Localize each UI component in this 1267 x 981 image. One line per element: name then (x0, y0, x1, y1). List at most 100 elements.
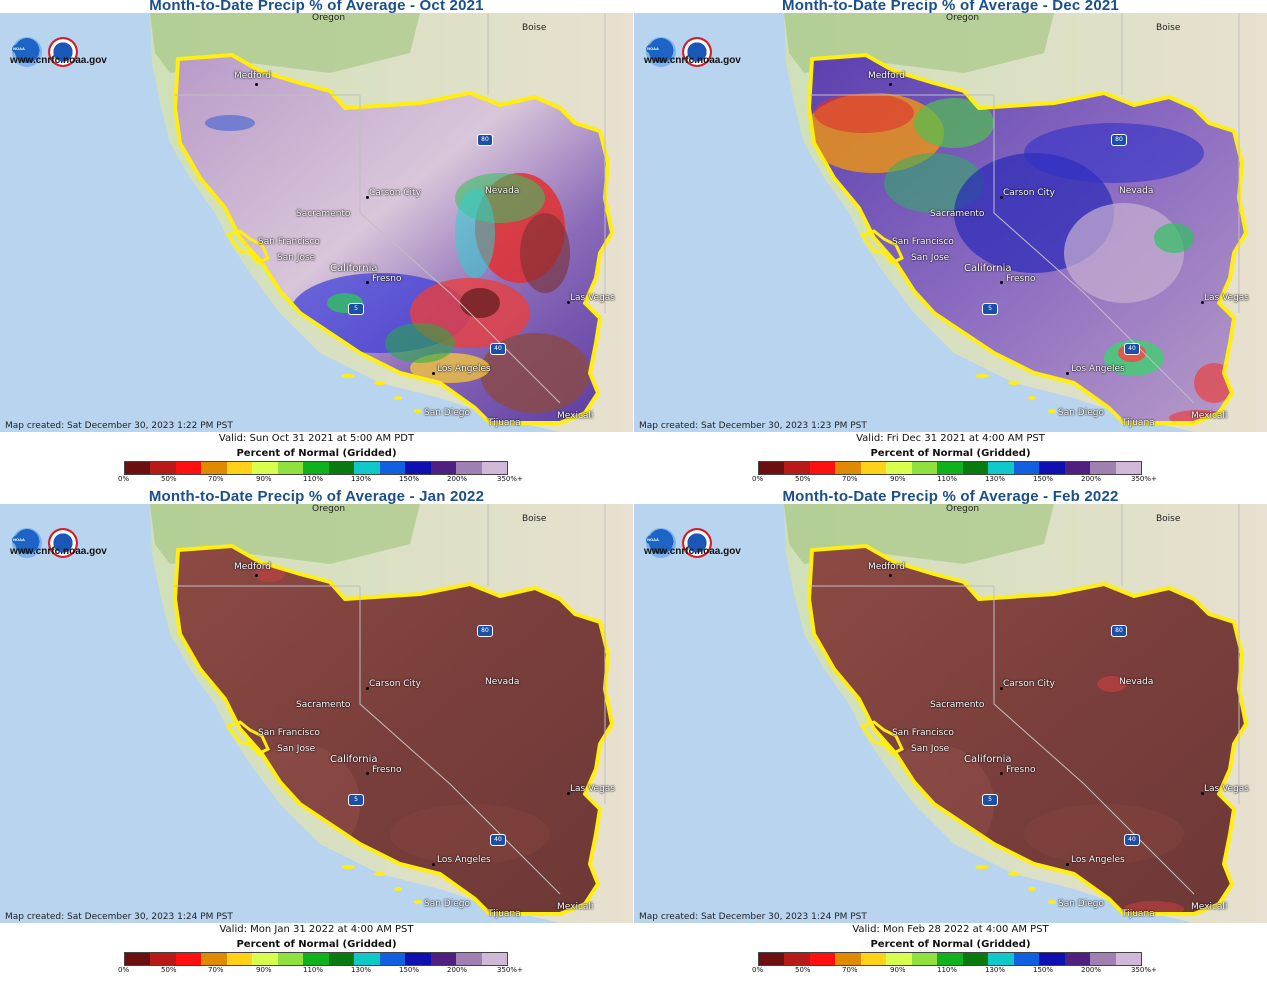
city-label-los-angeles: Los Angeles (1071, 364, 1125, 374)
legend-color-bar (124, 461, 508, 475)
interstate-80-shield: 80 (477, 134, 493, 146)
nws-logo (682, 528, 712, 558)
legend-tick-label: 130% (985, 966, 1006, 974)
legend-swatch (125, 462, 151, 474)
legend-swatch (303, 462, 329, 474)
website-url[interactable]: www.cnrfc.noaa.gov (644, 55, 741, 66)
legend-swatch (988, 953, 1014, 965)
legend-tick-label: 110% (937, 966, 958, 974)
panel-title: Month-to-Date Precip % of Average - Feb … (782, 488, 1119, 505)
legend-tick-label: 50% (795, 966, 811, 974)
interstate-80-shield: 80 (1111, 625, 1127, 637)
channel-island (341, 374, 355, 378)
city-label-san-diego: San Diego (424, 899, 470, 909)
legend-swatch (962, 462, 989, 474)
valid-time: Valid: Mon Jan 31 2022 at 4:00 AM PST (219, 924, 414, 935)
legend-swatch (405, 462, 431, 474)
city-label-los-angeles: Los Angeles (1071, 855, 1125, 865)
city-label-mexicali: Mexicali (1191, 902, 1228, 912)
map-created-text: Map created: Sat December 30, 2023 1:24 … (5, 912, 233, 922)
state-label-california: California (330, 263, 378, 274)
state-label-oregon: Oregon (946, 13, 980, 23)
legend-tick-label: 70% (208, 475, 224, 483)
legend-tick-label: 110% (303, 966, 324, 974)
legend-swatch (379, 953, 406, 965)
interstate-40-shield: 40 (490, 343, 506, 355)
channel-island (414, 900, 422, 904)
bay-area (859, 229, 904, 265)
nws-logo (48, 37, 78, 67)
city-label-carson-city: Carson City (369, 188, 421, 198)
interstate-5-shield: 5 (348, 794, 364, 806)
city-label-medford: Medford (234, 562, 271, 572)
website-url[interactable]: www.cnrfc.noaa.gov (644, 546, 741, 557)
valid-time: Valid: Sun Oct 31 2021 at 5:00 AM PDT (218, 433, 415, 444)
legend-swatch (430, 462, 457, 474)
city-dot-los-angeles (1066, 372, 1069, 375)
city-label-sacramento: Sacramento (296, 700, 351, 710)
state-label-california: California (964, 754, 1012, 765)
map-created-text: Map created: Sat December 30, 2023 1:22 … (5, 421, 233, 431)
legend-tick-label: 350%+ (1131, 475, 1157, 483)
city-label-tijuana: Tijuana (488, 418, 521, 428)
interstate-40-shield: 40 (1124, 343, 1140, 355)
channel-island (341, 865, 355, 869)
channel-island (394, 396, 402, 400)
legend-color-bar (758, 952, 1142, 966)
website-url[interactable]: www.cnrfc.noaa.gov (10, 546, 107, 557)
legend-swatch (962, 953, 989, 965)
city-dot-las-vegas (567, 792, 570, 795)
map-canvas (634, 504, 1267, 923)
legend-swatch (1090, 462, 1116, 474)
city-label-san-diego: San Diego (1058, 899, 1104, 909)
legend-tick-label: 200% (1081, 966, 1102, 974)
legend-color-bar (124, 952, 508, 966)
bay-area (225, 720, 270, 756)
precip-map: NOAA www.cnrfc.noaa.gov Oregon Boise Med… (0, 13, 633, 432)
legend-swatch (860, 462, 887, 474)
precip-map: NOAA www.cnrfc.noaa.gov Oregon Boise Med… (634, 13, 1267, 432)
legend-title: Percent of Normal (Gridded) (870, 939, 1031, 950)
legend-swatch (911, 953, 938, 965)
legend-swatch (354, 462, 380, 474)
city-label-san-diego: San Diego (1058, 408, 1104, 418)
legend-swatch (1064, 953, 1091, 965)
legend-tick-label: 50% (161, 966, 177, 974)
state-label-nevada: Nevada (1119, 186, 1154, 196)
city-label-medford: Medford (234, 71, 271, 81)
legend-swatch (201, 462, 227, 474)
city-dot-carson-city (366, 196, 369, 199)
valid-time: Valid: Mon Feb 28 2022 at 4:00 AM PST (852, 924, 1049, 935)
legend-swatch (1039, 462, 1065, 474)
legend-tick-label: 50% (161, 475, 177, 483)
channel-island (975, 865, 989, 869)
city-dot-medford (255, 574, 258, 577)
map-created-text: Map created: Sat December 30, 2023 1:24 … (639, 912, 867, 922)
legend-swatch (911, 462, 938, 474)
legend-swatch (1064, 462, 1091, 474)
legend-tick-label: 70% (842, 966, 858, 974)
legend-swatch (226, 953, 253, 965)
map-canvas (634, 13, 1267, 432)
legend-tick-label: 150% (399, 966, 420, 974)
legend-tick-label: 130% (351, 475, 372, 483)
city-label-las-vegas: Las Vegas (570, 293, 615, 303)
legend-swatch (175, 953, 202, 965)
legend-tick-label: 350%+ (497, 966, 523, 974)
state-label-oregon: Oregon (946, 504, 980, 514)
legend-swatch (277, 953, 304, 965)
legend-swatch (430, 953, 457, 965)
city-label-mexicali: Mexicali (557, 902, 594, 912)
interstate-80-shield: 80 (477, 625, 493, 637)
website-url[interactable]: www.cnrfc.noaa.gov (10, 55, 107, 66)
city-label-carson-city: Carson City (1003, 188, 1055, 198)
noaa-logo-text: NOAA (646, 44, 660, 54)
legend-swatch (1039, 953, 1065, 965)
city-label-sacramento: Sacramento (930, 209, 985, 219)
legend-swatch (809, 462, 836, 474)
noaa-logo-text: NOAA (12, 44, 26, 54)
legend-tick-label: 130% (985, 475, 1006, 483)
state-label-oregon: Oregon (312, 13, 346, 23)
channel-island (394, 887, 402, 891)
legend-tick-label: 90% (256, 966, 272, 974)
